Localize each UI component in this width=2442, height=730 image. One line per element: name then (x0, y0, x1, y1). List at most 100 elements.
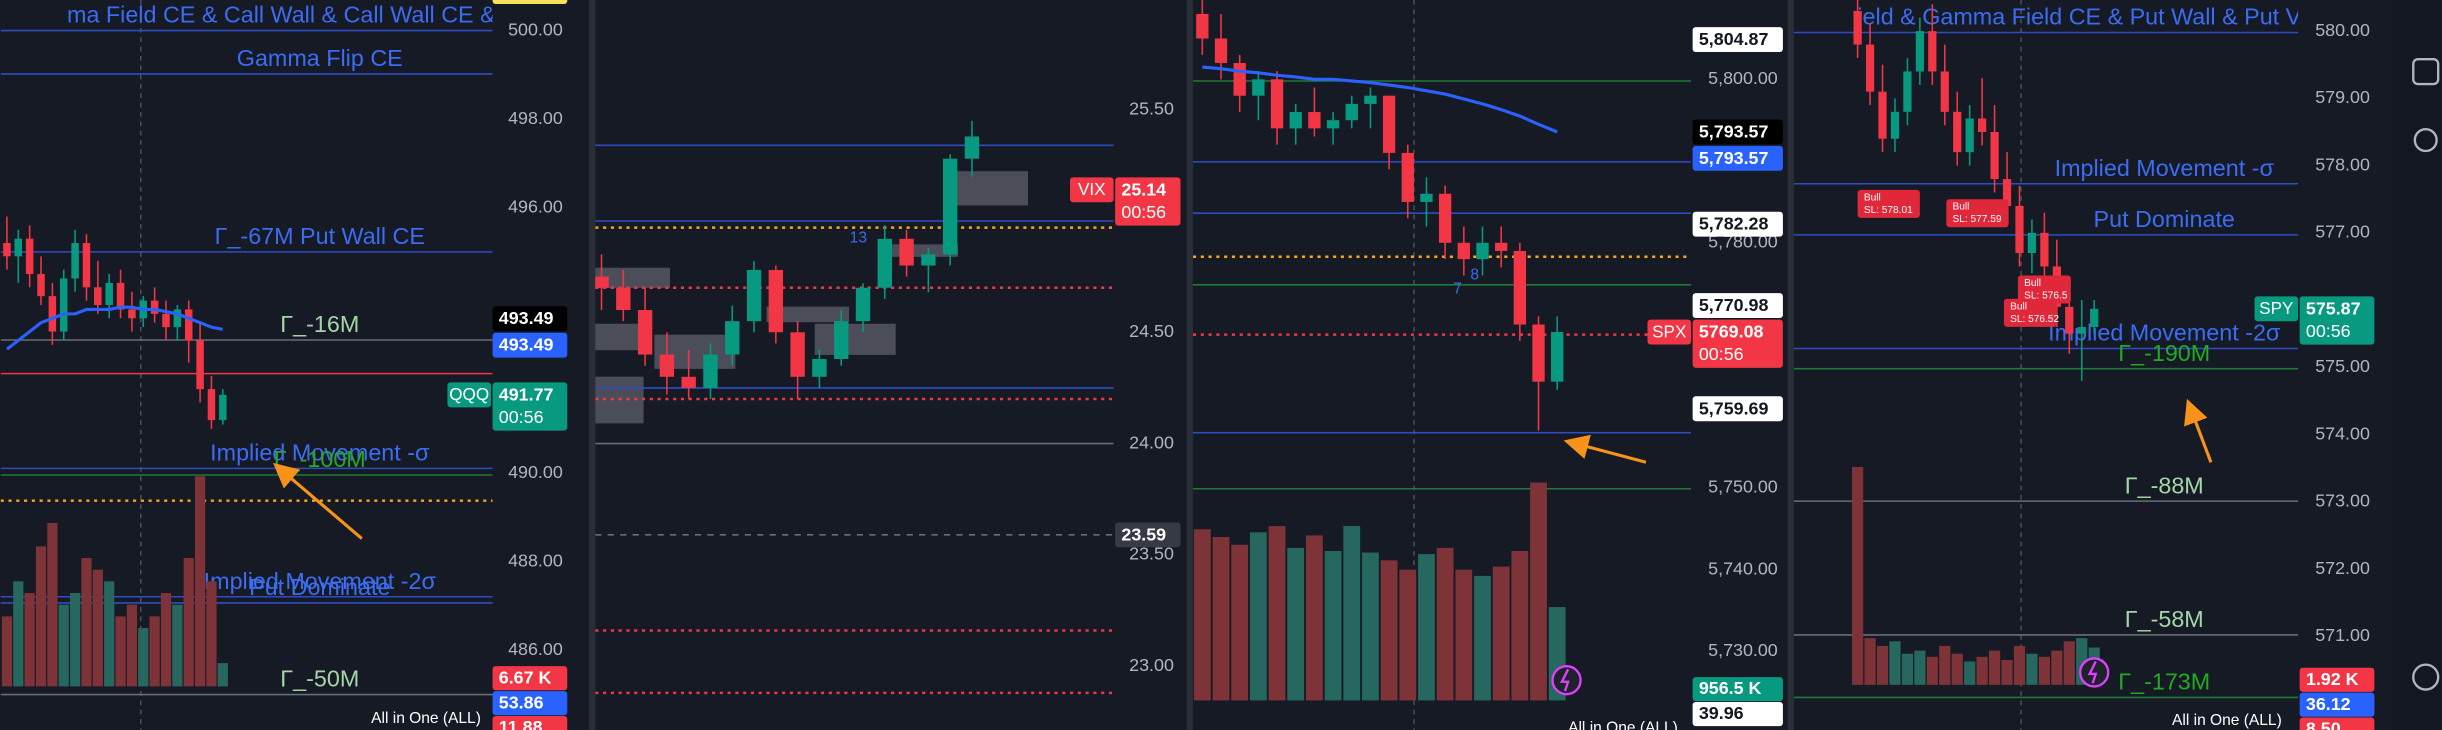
candle-body (37, 274, 45, 297)
volume-bar (2063, 641, 2075, 685)
candle-body (1532, 324, 1545, 382)
candle-body (1890, 111, 1900, 139)
panel-divider (1787, 0, 1794, 730)
indicator-badge (492, 715, 568, 730)
candle-body (834, 321, 849, 359)
y-tick-label: 496.00 (508, 196, 563, 216)
y-tick-label: 5,800.00 (1708, 68, 1778, 88)
price-badge-text: 5,793.57 (1699, 148, 1769, 168)
candle-body (1289, 112, 1302, 129)
volume-bar (81, 558, 92, 687)
price-badge-text: 25.14 (1121, 179, 1166, 199)
alert-icon[interactable] (1551, 665, 1582, 696)
price-badge (1692, 145, 1783, 171)
candle-body (196, 340, 204, 390)
y-tick-label: 575.00 (2315, 356, 2370, 376)
price-badge (1692, 27, 1783, 53)
signal-box (2003, 298, 2057, 327)
volume-bar (2001, 659, 2013, 685)
y-tick-label: 573.00 (2315, 491, 2370, 511)
price-badge (1115, 177, 1181, 226)
panel-divider (1186, 0, 1193, 730)
candle-body (942, 158, 958, 255)
volume-bar (1889, 641, 1901, 685)
price-badge-text: 23.59 (1121, 524, 1166, 544)
volume-bar (206, 581, 217, 687)
volume-bar (1324, 551, 1342, 701)
candle-body (681, 376, 696, 388)
signal-text: Bull (2024, 278, 2041, 289)
candle-body (173, 309, 182, 328)
price-badge (2299, 296, 2375, 345)
candle-body (616, 287, 631, 311)
volume-bar (1436, 547, 1454, 701)
candle-body (659, 354, 675, 377)
volume-bar (1212, 536, 1230, 701)
indicator-badge-text: 956.5 K (1699, 678, 1762, 698)
toolbar-button[interactable] (2413, 128, 2438, 153)
candle-body (1196, 13, 1209, 39)
candle-body (1420, 193, 1433, 202)
candle-body (877, 238, 892, 288)
price-badge-text: 491.77 (499, 384, 554, 404)
y-tick-label: 571.00 (2315, 625, 2370, 645)
volume-bar (35, 546, 47, 687)
candle-body (150, 300, 159, 314)
volume-bar (1, 616, 13, 687)
plot-area: ield & Gamma Field CE & Put Wall & Put V… (1793, 0, 2299, 699)
price-badge-text: 5,782.28 (1699, 214, 1769, 234)
indicator-badge-text: 11.88 (499, 717, 543, 730)
level-label: Γ_-190M (2118, 340, 2210, 366)
volume-bar (217, 663, 228, 687)
y-tick-label: 24.50 (1129, 321, 1174, 341)
indicator-name: All in One (ALL) (2172, 712, 2282, 729)
candle-body (964, 136, 980, 159)
candle-body (1495, 242, 1508, 251)
signal-box (1857, 189, 1920, 218)
candle-body (2027, 232, 2037, 254)
candle-body (1214, 38, 1228, 64)
candle-body (768, 269, 784, 333)
candle-body (703, 354, 718, 388)
toolbar-button[interactable] (2412, 663, 2440, 691)
volume-bar (92, 569, 103, 687)
volume-bar (1287, 547, 1305, 701)
countdown-text: 00:56 (499, 407, 544, 427)
alert-icon[interactable] (2079, 657, 2110, 688)
indicator-badge-text: 39.96 (1699, 703, 1744, 723)
indicator-badge (2299, 667, 2375, 692)
indicator-badge-text: 6.67 K (499, 667, 552, 687)
toolbar (2391, 0, 2442, 730)
candle-body (1940, 71, 1949, 112)
volume-bar (2051, 650, 2063, 685)
volume-bar (115, 616, 126, 687)
level-label: Γ_-16M (280, 311, 359, 337)
marker-label: 7 (1453, 281, 1462, 298)
volume-bar (1876, 645, 1889, 685)
level-label: Γ_-173M (2118, 669, 2210, 695)
candle-body (899, 238, 914, 266)
price-badge (1692, 211, 1783, 237)
price-badge-text: 5769.08 (1699, 322, 1764, 342)
price-badge (1115, 522, 1181, 548)
volume-bar (104, 581, 115, 687)
y-tick-label: 25.50 (1129, 98, 1174, 118)
arrow (2184, 398, 2213, 463)
candle-body (162, 313, 170, 328)
candle-body (1457, 242, 1470, 260)
chart-panel: ield & Gamma Field CE & Put Wall & Put V… (1793, 0, 2375, 730)
candle-body (71, 243, 79, 279)
volume-bar (1249, 532, 1267, 701)
signal-sl: SL: 576.5 (2024, 290, 2068, 301)
toolbar-button[interactable] (2412, 57, 2440, 86)
volume-bar (172, 604, 183, 687)
volume-bar (1474, 575, 1491, 701)
y-tick-label: 24.00 (1129, 432, 1174, 452)
candle-body (1401, 152, 1414, 202)
volume-bar (1268, 526, 1286, 701)
indicator-name: All in One (ALL) (371, 710, 481, 727)
signal-tag: Bull SL: 576.52 (2003, 298, 2059, 327)
chart-panel: 1325.5025.0024.5024.0023.5023.00VIX25.14… (595, 98, 1181, 695)
